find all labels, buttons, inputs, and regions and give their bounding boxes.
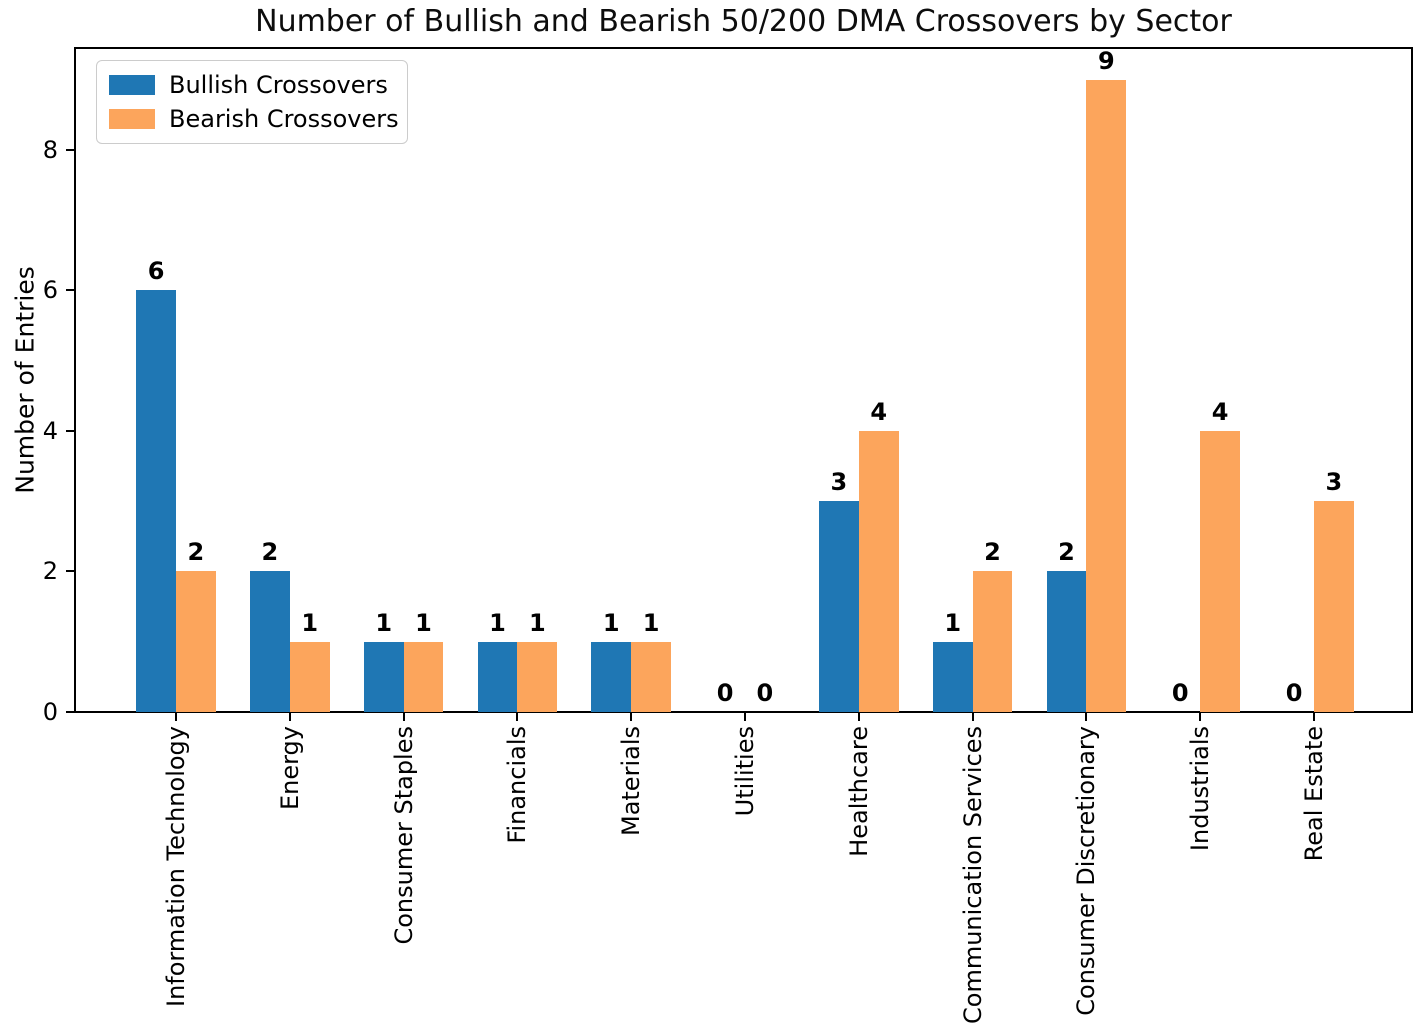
bar-bearish [631, 641, 672, 712]
x-tick [1199, 712, 1202, 721]
x-tick-label: Consumer Staples [389, 726, 418, 945]
x-tick-label: Healthcare [844, 726, 873, 857]
plot-area [74, 47, 1413, 713]
y-tick [66, 570, 75, 573]
bar-value-label: 0 [756, 679, 774, 707]
x-tick-label: Communication Services [958, 726, 987, 1024]
bar-bearish [289, 641, 330, 712]
chart-title: Number of Bullish and Bearish 50/200 DMA… [255, 4, 1232, 39]
bar-bearish [403, 641, 444, 712]
bar-bullish [818, 501, 859, 712]
bar-value-label: 9 [1097, 46, 1115, 75]
x-tick-label: Energy [275, 726, 304, 811]
bar-value-label: 2 [187, 538, 205, 567]
x-tick [857, 712, 860, 721]
y-tick-label: 6 [42, 276, 58, 305]
bar-value-label: 0 [1171, 679, 1189, 707]
bar-value-label: 3 [1325, 468, 1343, 497]
legend-swatch-bearish-icon [109, 109, 155, 129]
bar-bullish [1046, 571, 1087, 712]
bar-value-label: 0 [716, 679, 734, 707]
x-tick [402, 712, 405, 721]
bar-value-label: 1 [415, 608, 432, 637]
x-tick [744, 712, 746, 721]
legend-item-bearish: Bearish Crossovers [109, 104, 399, 134]
bar-value-label: 2 [261, 538, 279, 567]
bar-value-label: 4 [870, 397, 888, 426]
x-tick-label: Utilities [731, 726, 759, 817]
bar-value-label: 6 [147, 257, 165, 286]
x-tick-label: Materials [617, 726, 646, 837]
bar-value-label: 1 [944, 608, 962, 637]
x-tick [175, 712, 177, 721]
bar-bearish [1200, 430, 1241, 712]
y-tick-label: 4 [42, 416, 58, 445]
bar-bearish [517, 641, 558, 712]
bar-value-label: 4 [1211, 397, 1229, 426]
x-tick-label: Real Estate [1300, 726, 1328, 862]
x-tick-label: Consumer Discretionary [1072, 726, 1101, 1016]
x-tick [516, 712, 519, 721]
y-tick [66, 429, 75, 432]
y-tick [66, 711, 75, 713]
x-tick-label: Industrials [1186, 726, 1215, 852]
y-tick-label: 2 [42, 557, 58, 586]
y-tick [66, 289, 75, 292]
x-tick [288, 712, 291, 721]
bar-value-label: 3 [830, 468, 848, 497]
bar-bullish [249, 571, 290, 712]
x-tick [630, 712, 633, 721]
y-tick [66, 148, 75, 151]
legend-label-bullish: Bullish Crossovers [169, 71, 388, 99]
legend: Bullish Crossovers Bearish Crossovers [96, 60, 408, 144]
bar-bullish [477, 641, 518, 712]
bar-bullish [932, 641, 973, 712]
x-tick [971, 712, 974, 721]
y-tick-label: 8 [42, 135, 58, 164]
legend-label-bearish: Bearish Crossovers [169, 105, 399, 133]
bar-value-label: 1 [489, 608, 506, 637]
bar-value-label: 0 [1285, 679, 1303, 707]
bar-value-label: 1 [642, 608, 660, 637]
bar-value-label: 2 [984, 538, 1001, 567]
bar-value-label: 1 [528, 608, 546, 637]
x-tick [1085, 712, 1088, 721]
x-tick-label: Financials [503, 726, 532, 844]
bar-bullish [591, 641, 632, 712]
bar-bearish [858, 430, 899, 712]
bar-bearish [176, 571, 216, 712]
x-tick [1313, 712, 1315, 721]
bar-bullish [363, 641, 404, 712]
legend-item-bullish: Bullish Crossovers [109, 70, 395, 100]
bar-bearish [972, 571, 1013, 712]
bar-bullish [136, 290, 176, 712]
bar-value-label: 1 [301, 608, 319, 637]
bar-value-label: 2 [1058, 538, 1075, 567]
bar-value-label: 1 [375, 608, 393, 637]
bar-bearish [1314, 501, 1354, 712]
bar-bearish [1086, 79, 1127, 712]
y-tick-label: 0 [42, 698, 58, 726]
legend-swatch-bullish-icon [109, 75, 155, 95]
bar-value-label: 1 [602, 608, 620, 637]
x-tick-label: Information Technology [162, 726, 190, 1007]
